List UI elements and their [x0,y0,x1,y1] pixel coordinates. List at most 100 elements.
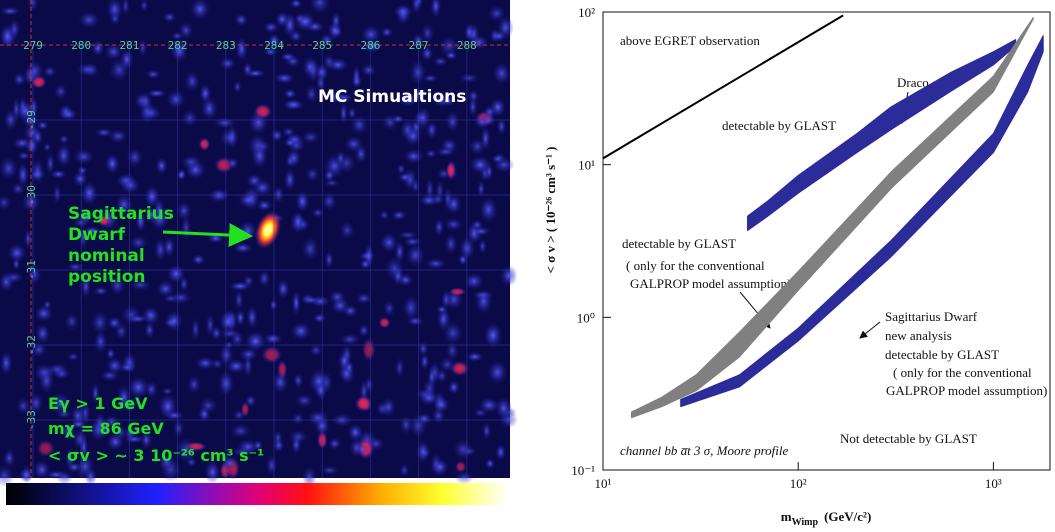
map-x-tick: 279 [23,39,43,52]
blob [162,11,177,23]
annotation: GALPROP model assumption) [886,383,1047,398]
blob [156,280,175,298]
blob [128,235,149,251]
annotation: detectable by GLAST [885,347,999,362]
blob [242,61,253,77]
blob [120,304,142,325]
blob [140,430,153,450]
blob [379,232,399,253]
blob [253,440,263,451]
blob [430,0,442,19]
map-x-tick: 280 [71,39,91,52]
blob [454,460,467,474]
chart: above EGRET observation detectable by GL… [543,5,1051,528]
blob [72,149,95,165]
blob [177,168,187,180]
blob [307,409,329,426]
blob [293,372,304,389]
blob [283,138,298,148]
band [680,35,1044,408]
blob [301,236,320,261]
blob [477,180,486,198]
blob [290,321,312,341]
blob [267,33,281,48]
map-x-tick: 283 [216,39,236,52]
blob [420,23,435,43]
blob [7,243,27,263]
x-tick-label: 10³ [985,476,1002,491]
blob [234,289,244,311]
blob [178,21,194,40]
blob [90,310,109,335]
blob [251,143,269,169]
blob [186,375,202,394]
blob [500,265,518,287]
blob [173,419,185,438]
blob [300,296,322,305]
blob [406,315,425,327]
blob [66,352,80,362]
blob [83,226,101,236]
blob [458,72,479,84]
blob [38,368,55,394]
blob [294,11,316,32]
blob [344,135,364,153]
blob [448,287,467,296]
blob [107,316,122,330]
blob [415,106,431,130]
blob [397,231,419,240]
blob [166,264,186,284]
blob [184,70,201,93]
source-blob [254,210,282,250]
blob [312,313,327,324]
blob [126,147,144,168]
blob [272,370,289,394]
blob [309,343,323,357]
blob [139,91,153,111]
blob [78,11,100,29]
y-axis-label: < σ v > ( 10⁻²⁶ cm³ s⁻¹ ) [543,146,558,273]
blob [425,177,435,202]
blob [496,117,507,136]
blob [50,169,67,179]
blob [444,233,458,255]
blob [91,40,105,57]
blob [118,362,137,373]
limit-line [602,14,844,160]
blob [479,196,498,223]
blob [464,22,475,42]
blob [129,278,152,291]
annotation: new analysis [885,328,952,343]
blob [189,0,211,21]
blob [30,342,48,358]
blob [293,212,303,230]
blob [219,310,238,333]
blob [75,62,98,77]
blob [191,253,206,266]
blob [441,289,452,310]
blob [474,288,493,315]
blob [450,360,470,377]
map-x-tick: 285 [312,39,332,52]
blob [469,155,492,174]
blob [356,444,370,454]
blob [391,209,407,221]
blob [362,39,382,53]
blob [115,193,133,216]
blob [176,201,192,221]
source-label: Sagittarius [68,204,174,224]
blob [420,45,434,62]
blob [121,0,130,17]
blob [431,458,449,476]
blob [49,391,71,416]
annotation: Sagittarius Dwarf [885,309,978,324]
blob [339,220,355,241]
blob [338,350,351,372]
blob [229,281,252,291]
blob [347,423,364,442]
blob [76,453,95,480]
blob [21,191,41,213]
blob [291,412,305,426]
source-label: nominal [68,246,145,266]
blob [253,103,273,120]
